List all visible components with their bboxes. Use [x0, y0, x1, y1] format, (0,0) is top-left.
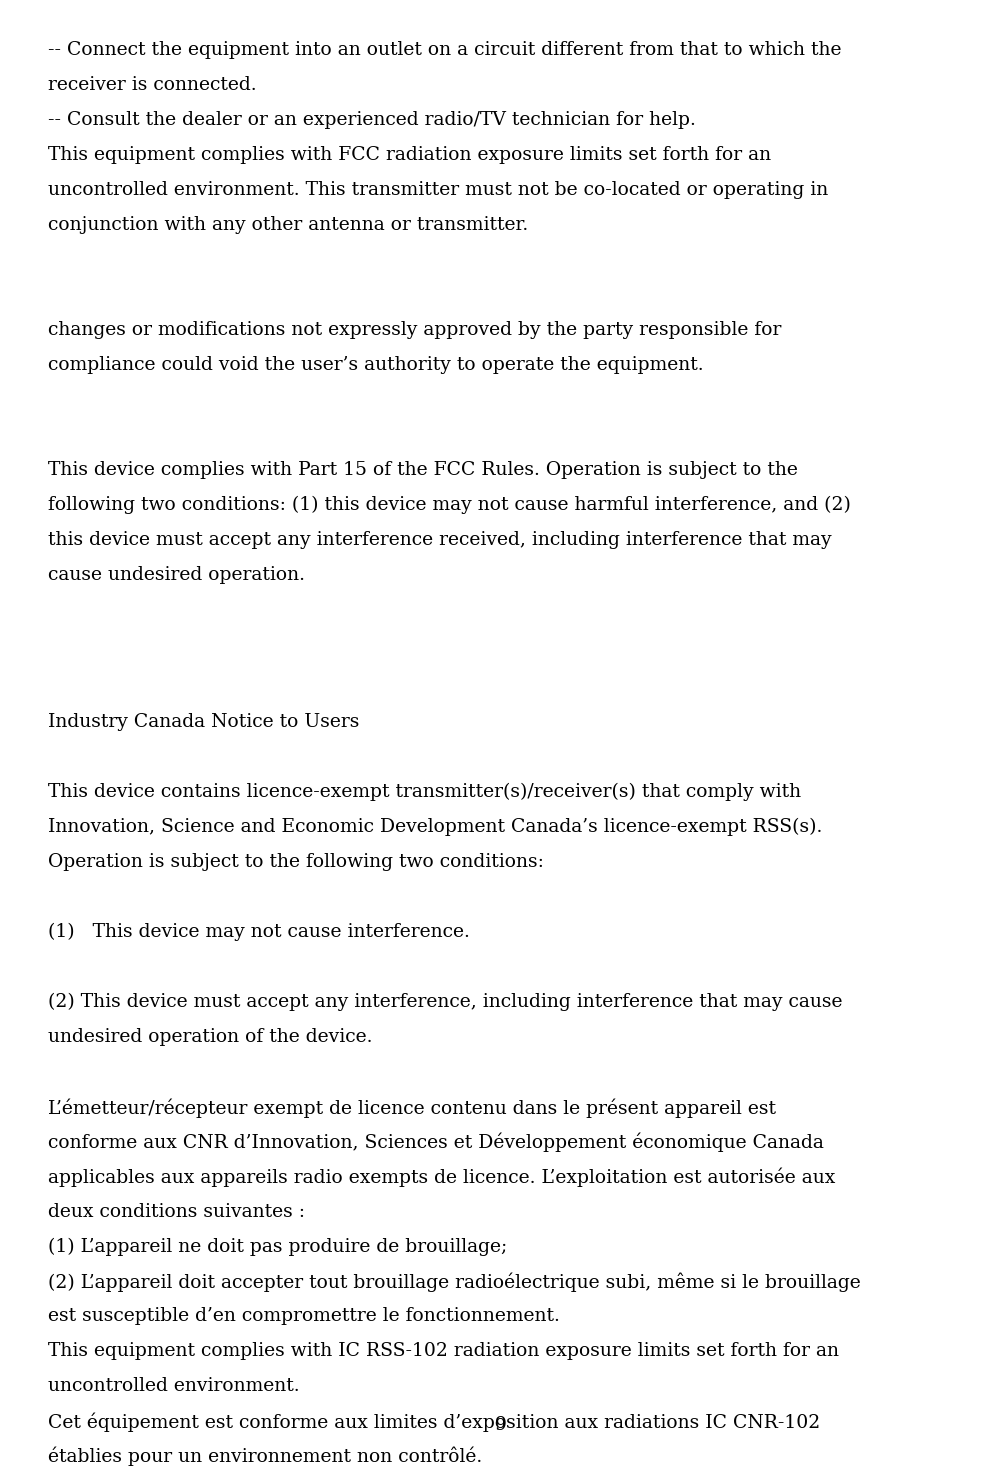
Text: This device contains licence-exempt transmitter(s)/receiver(s) that comply with: This device contains licence-exempt tran… — [48, 783, 802, 802]
Text: L’émetteur/récepteur exempt de licence contenu dans le présent appareil est: L’émetteur/récepteur exempt de licence c… — [48, 1098, 777, 1117]
Text: following two conditions: (1) this device may not cause harmful interference, an: following two conditions: (1) this devic… — [48, 496, 851, 515]
Text: Cet équipement est conforme aux limites d’exposition aux radiations IC CNR‑102: Cet équipement est conforme aux limites … — [48, 1412, 821, 1432]
Text: applicables aux appareils radio exempts de licence. L’exploitation est autorisée: applicables aux appareils radio exempts … — [48, 1168, 836, 1187]
Text: (1) L’appareil ne doit pas produire de brouillage;: (1) L’appareil ne doit pas produire de b… — [48, 1237, 507, 1256]
Text: This equipment complies with FCC radiation exposure limits set forth for an: This equipment complies with FCC radiati… — [48, 145, 772, 164]
Text: (1)   This device may not cause interference.: (1) This device may not cause interferen… — [48, 924, 470, 941]
Text: (2) This device must accept any interference, including interference that may ca: (2) This device must accept any interfer… — [48, 992, 843, 1012]
Text: This device complies with Part 15 of the FCC Rules. Operation is subject to the: This device complies with Part 15 of the… — [48, 460, 798, 479]
Text: This equipment complies with IC RSS‑102 radiation exposure limits set forth for : This equipment complies with IC RSS‑102 … — [48, 1343, 839, 1360]
Text: conjunction with any other antenna or transmitter.: conjunction with any other antenna or tr… — [48, 216, 528, 233]
Text: uncontrolled environment. This transmitter must not be co-located or operating i: uncontrolled environment. This transmitt… — [48, 180, 829, 198]
Text: undesired operation of the device.: undesired operation of the device. — [48, 1028, 373, 1045]
Text: uncontrolled environment.: uncontrolled environment. — [48, 1377, 300, 1396]
Text: (2) L’appareil doit accepter tout brouillage radioélectrique subi, même si le br: (2) L’appareil doit accepter tout brouil… — [48, 1272, 861, 1292]
Text: établies pour un environnement non contrôlé.: établies pour un environnement non contr… — [48, 1447, 482, 1466]
Text: receiver is connected.: receiver is connected. — [48, 76, 257, 94]
Text: compliance could void the user’s authority to operate the equipment.: compliance could void the user’s authori… — [48, 356, 703, 374]
Text: cause undesired operation.: cause undesired operation. — [48, 566, 305, 583]
Text: conforme aux CNR d’Innovation, Sciences et Développement économique Canada: conforme aux CNR d’Innovation, Sciences … — [48, 1133, 824, 1152]
Text: Innovation, Science and Economic Development Canada’s licence-exempt RSS(s).: Innovation, Science and Economic Develop… — [48, 818, 823, 836]
Text: est susceptible d’en compromettre le fonctionnement.: est susceptible d’en compromettre le fon… — [48, 1308, 560, 1325]
Text: this device must accept any interference received, including interference that m: this device must accept any interference… — [48, 531, 832, 548]
Text: -- Connect the equipment into an outlet on a circuit different from that to whic: -- Connect the equipment into an outlet … — [48, 41, 842, 59]
Text: deux conditions suivantes :: deux conditions suivantes : — [48, 1202, 305, 1221]
Text: -- Consult the dealer or an experienced radio/TV technician for help.: -- Consult the dealer or an experienced … — [48, 111, 696, 129]
Text: changes or modifications not expressly approved by the party responsible for: changes or modifications not expressly a… — [48, 321, 782, 339]
Text: Operation is subject to the following two conditions:: Operation is subject to the following tw… — [48, 853, 544, 871]
Text: Industry Canada Notice to Users: Industry Canada Notice to Users — [48, 712, 360, 732]
Text: 9: 9 — [495, 1416, 507, 1434]
